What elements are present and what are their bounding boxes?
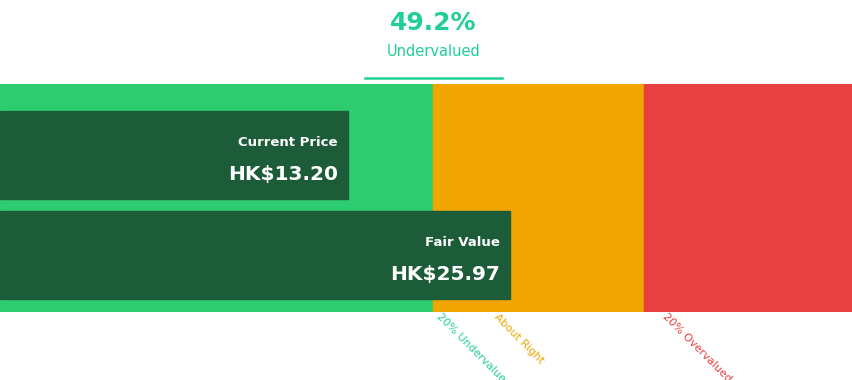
Bar [0, 84, 433, 312]
Bar [0, 111, 348, 199]
Text: About Right: About Right [492, 312, 545, 365]
Text: Current Price: Current Price [238, 136, 337, 149]
Text: HK$25.97: HK$25.97 [389, 265, 499, 284]
Text: 20% Undervalued: 20% Undervalued [435, 312, 512, 380]
Text: 49.2%: 49.2% [389, 11, 476, 35]
Bar [433, 84, 643, 312]
Text: 20% Overvalued: 20% Overvalued [660, 312, 733, 380]
Text: Undervalued: Undervalued [386, 44, 480, 59]
Bar [0, 211, 509, 299]
Text: HK$13.20: HK$13.20 [227, 165, 337, 184]
Text: Fair Value: Fair Value [424, 236, 499, 249]
Bar [643, 84, 852, 312]
